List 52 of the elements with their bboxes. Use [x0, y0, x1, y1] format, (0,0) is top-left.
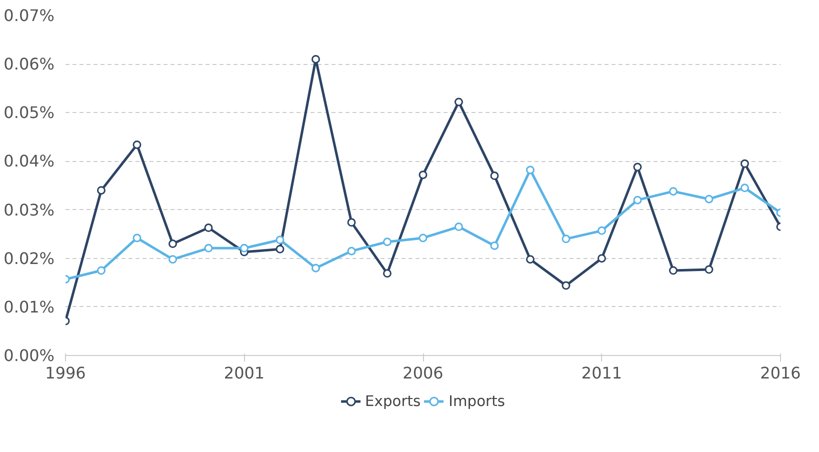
point: [490, 241, 499, 250]
point: [383, 238, 392, 246]
point: [383, 269, 392, 278]
y-tick-label: 0.01%: [4, 297, 54, 316]
point: [97, 266, 106, 275]
y-tick-label: 0.07%: [4, 6, 54, 25]
point: [168, 240, 177, 248]
point: [633, 196, 642, 204]
point: [347, 218, 356, 227]
x-tick-label: 2001: [224, 364, 265, 382]
point: [418, 234, 428, 242]
point: [598, 254, 606, 263]
point: [204, 244, 213, 252]
y-tick-label: 0.06%: [4, 54, 54, 74]
point: [204, 224, 213, 232]
point: [312, 54, 320, 64]
point: [490, 172, 499, 180]
legend-label: Exports: [365, 392, 421, 410]
point: [132, 140, 142, 149]
x-tick-label: 1996: [45, 364, 86, 382]
point: [704, 194, 714, 204]
x-tick-label: 2016: [760, 364, 801, 382]
point: [97, 186, 106, 195]
point: [312, 264, 320, 272]
point: [526, 166, 534, 174]
point: [740, 159, 749, 168]
point: [526, 255, 534, 264]
legend-label: Imports: [448, 392, 505, 410]
point: [633, 162, 642, 172]
point: [454, 98, 463, 106]
y-tick-label: 0.00%: [4, 346, 54, 365]
point: [562, 281, 570, 290]
point: [669, 266, 678, 275]
point: [740, 184, 749, 192]
point: [276, 236, 284, 244]
y-tick-label: 0.05%: [4, 103, 54, 122]
point: [168, 255, 177, 264]
y-tick-label: 0.02%: [4, 248, 54, 268]
point: [132, 234, 142, 242]
point: [704, 265, 714, 274]
x-tick-label: 2006: [402, 364, 444, 382]
point: [598, 226, 606, 235]
point: [418, 170, 428, 180]
point: [454, 222, 463, 232]
point: [276, 244, 284, 254]
y-tick-label: 0.04%: [4, 152, 54, 171]
point: [347, 246, 356, 256]
x-tick-label: 2011: [581, 364, 622, 382]
point: [669, 187, 678, 196]
point: [562, 234, 570, 244]
y-tick-label: 0.03%: [4, 200, 54, 220]
point: [240, 244, 248, 252]
